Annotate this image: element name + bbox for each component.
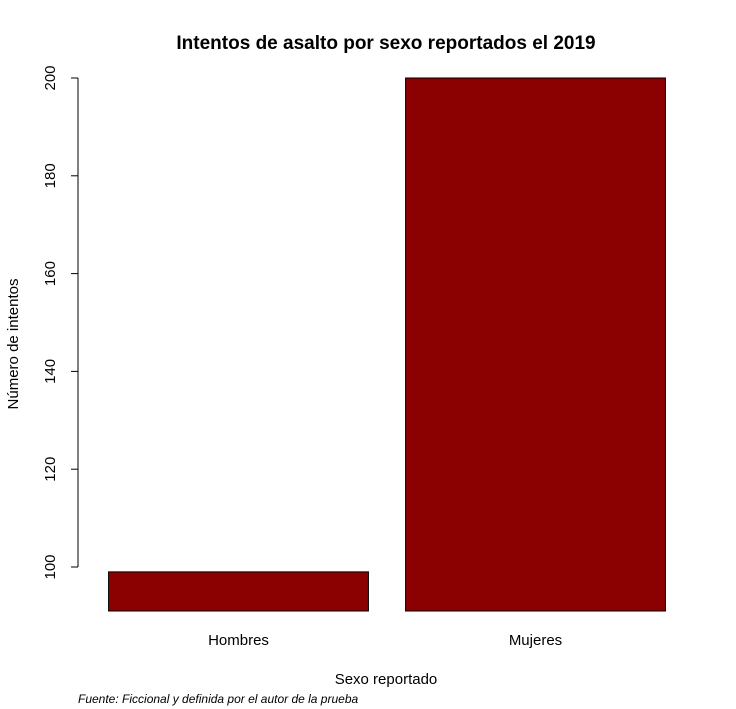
x-tick-label: Mujeres bbox=[509, 632, 562, 649]
bar-mujeres bbox=[405, 77, 666, 612]
y-tick-label: 120 bbox=[42, 457, 59, 482]
source-caption: Fuente: Ficcional y definida por el auto… bbox=[78, 692, 358, 706]
x-tick-labels: Hombres Mujeres bbox=[208, 632, 562, 649]
y-tick-label: 100 bbox=[42, 554, 59, 579]
chart-title: Intentos de asalto por sexo reportados e… bbox=[176, 33, 595, 54]
y-axis: 100 120 140 160 180 200 bbox=[42, 65, 79, 580]
y-tick-label: 140 bbox=[42, 359, 59, 384]
x-tick-label: Hombres bbox=[208, 632, 269, 649]
y-tick-label: 160 bbox=[42, 261, 59, 286]
y-tick-label: 200 bbox=[42, 65, 59, 90]
x-axis-label: Sexo reportado bbox=[335, 671, 438, 688]
bars-group bbox=[108, 77, 666, 612]
y-axis-label: Número de intentos bbox=[5, 279, 22, 410]
bar-hombres bbox=[108, 571, 369, 612]
y-tick-label: 180 bbox=[42, 163, 59, 188]
